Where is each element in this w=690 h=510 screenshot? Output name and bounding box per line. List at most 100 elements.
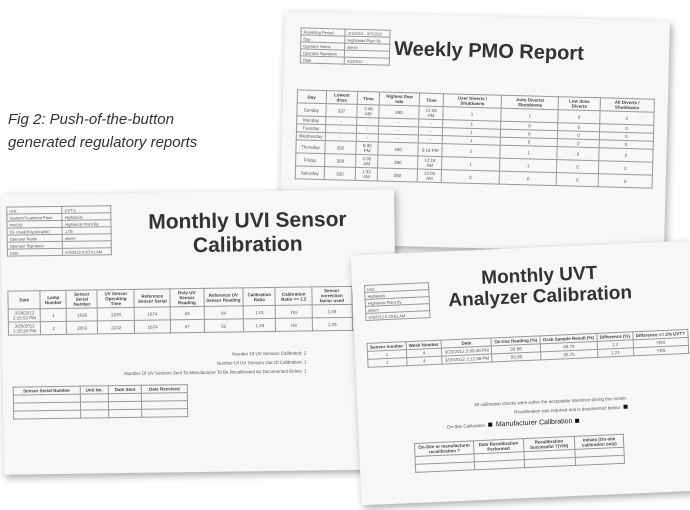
row: Date 4/3/2012 8:30:01 AM [7,247,112,257]
cell: 83 [170,306,204,320]
table: Reporting Period 3/1/2012 - 3/7/2012 Day Hi… [300,27,391,66]
cell: 1.01 [243,305,276,319]
cell [474,459,525,470]
checkbox [623,404,628,409]
row: 4/3/2012 8:29:51 AM [365,310,430,321]
cell: Saturday [295,165,325,180]
cell: 84 [203,305,244,320]
cell: 260 [378,104,420,120]
cell: 52 [203,318,244,333]
caption-line: Fig 2: Push-of-the-button [8,111,174,128]
header-cell: Sensor correction factor used [311,286,352,305]
cell: 0 [558,109,600,124]
cell: 260 [377,141,419,157]
caption-line: generated regulatory reports [8,134,198,151]
cell: 1.29 [243,318,276,332]
header-cell: Calibration Ratio [243,287,276,306]
table-box: Sensor Serial Number Unit No. Date Sent Dat… [13,384,188,420]
cell: 260 [377,154,419,170]
cell: Friday [295,152,325,167]
info-box: Unit Highlands Highlands Plant By sleem 4/3/… [364,282,431,321]
header-cell: UV Sensor Operating Time [97,289,135,308]
summary-line: Number Of UV Sensors Sent To Manufacture… [124,368,307,377]
cell: 392 [324,140,357,155]
cell: 0 [499,171,557,186]
cell: 1:33 AM [355,167,378,181]
cell: 1636 [66,307,98,322]
cell: 93.99 [491,351,541,362]
option: Manufacturer Calibration [495,418,573,429]
cell: 2230 [97,307,135,321]
header-cell: Day [297,89,327,104]
cell: Date [7,248,63,257]
uvi-report: Unit UVT-1 System/Treatment Plant Highlands… [0,189,398,475]
table: Sensor Serial Number Unit No. Date Sent Dat… [13,384,188,420]
report-title: Weekly PMO Report [393,37,585,65]
cell: 2 [40,321,67,335]
uvt-report: Unit Highlands Highlands Plant By sleem 4/3/… [350,240,690,506]
header-cell: Reference Sensor Serial [134,288,171,308]
cell: 0 [597,173,653,189]
cell: 2:35 AM [355,154,378,168]
cell: 4 [406,356,443,366]
cell: 95.75 [540,349,598,360]
table-box: Sensor number Week Number Date On-line Read… [367,329,690,368]
info-box: Unit UVT-1 System/Treatment Plant Highlands… [6,205,112,257]
header-cell: Time [419,93,444,107]
cell [415,461,475,473]
table-box: Day Lowest dose Time Highest flow rate Time U… [295,89,655,189]
header-cell: Lamp Number [40,290,67,309]
cell: 3/29/2012 2:15:53 PM [8,308,41,323]
summary: Number Of UV Sensors Calibrated: 2 Number… [124,349,307,379]
cell: 0 [556,159,599,174]
cell [108,409,142,418]
cell: 3/16/2012 2:12:38 PM [441,353,493,365]
cell: 337 [325,103,358,118]
cell: 260 [377,167,418,183]
header-cell: Low dose Diverts [558,96,601,111]
cell: Yes [275,304,313,319]
caption: Fig 2: Push-of-the-button generated regu… [8,108,197,154]
cell [80,409,109,419]
header-cell: Time [357,91,380,105]
cell: 2003 [66,320,98,335]
cell: No [275,317,313,332]
report-title: Monthly UVI Sensor Calibration [148,207,347,258]
checkbox [575,418,580,423]
blank-row [13,408,188,420]
cell: 1.21 [597,347,634,358]
table-box: On-Site or manufacturer recalibration ? D… [414,434,625,473]
cell: 1.05 [312,304,352,318]
cell: 1674 [134,306,171,321]
cell: Thursday [295,139,325,154]
report-title: Monthly UVT Analyzer Calibration [431,261,648,312]
notes: All calibration checks were within the a… [397,394,628,434]
cell: Date [300,55,345,65]
header-cell: Lowest dose [325,90,358,105]
cell [141,408,188,418]
cell: YES [633,345,689,356]
cell: 330 [323,166,356,181]
cell: 0 [441,169,500,185]
cell: 4/3/2012 8:29:51 AM [365,310,430,321]
cell: 1:48 AM [357,104,380,118]
checkbox [487,422,492,427]
row: Date 4/3/2012 [300,55,390,66]
cell: 6:30 PM [356,141,379,155]
cell: 4/3/2012 8:30:01 AM [62,247,112,256]
cell: 0 [557,146,599,161]
cell: 67 [170,319,205,333]
header-cell: Reference UV Sensor Reading [203,287,244,307]
table: Date Lamp Number Sensor Serial Number UV Se… [7,285,390,336]
table: Sensor number Week Number Date On-line Read… [367,329,690,368]
cell: 0 [556,172,599,187]
cell: 308 [324,153,357,168]
table: Unit Highlands Highlands Plant By sleem 4/3/… [364,282,431,321]
header-cell: Highest flow rate [379,91,420,107]
cell: 1 [367,357,407,368]
cell: 4/3/2012 [344,57,390,66]
cell: 12:03 AM [417,169,442,183]
cell: 2232 [97,320,135,334]
header-cell: Duty UV Sensor Reading [170,288,204,307]
